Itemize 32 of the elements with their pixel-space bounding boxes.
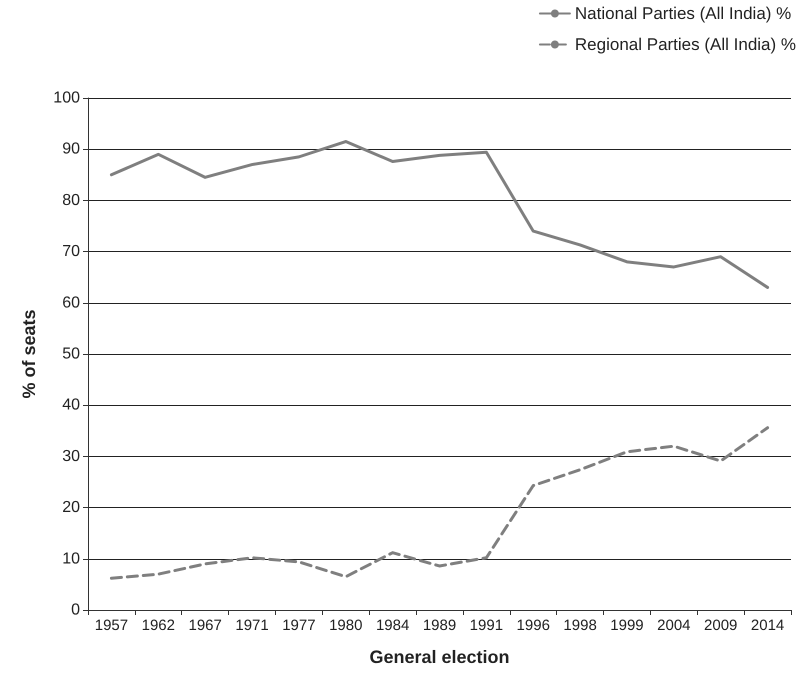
x-tick-label: 1984 [376, 617, 410, 634]
x-tick-label: 1996 [516, 617, 550, 634]
y-tick-label: 80 [62, 192, 80, 209]
x-tick-label: 1999 [610, 617, 644, 634]
y-tick-label: 40 [62, 396, 80, 414]
y-tick-label: 50 [62, 346, 80, 362]
x-tick-label: 1991 [470, 617, 504, 634]
x-tick-label: 1977 [282, 617, 316, 634]
y-tick-label: 90 [62, 140, 80, 158]
x-tick-label: 1989 [422, 617, 456, 634]
x-tick-label: 1971 [235, 617, 269, 634]
y-tick-label: 60 [62, 294, 80, 312]
x-tick-label: 1980 [329, 617, 362, 634]
y-axis-title: % of seats [19, 309, 39, 399]
y-tick-label: 10 [62, 550, 80, 568]
x-axis-title: General election [369, 647, 510, 667]
x-tick-label: 1998 [563, 617, 597, 634]
y-tick-label: 100 [53, 90, 80, 106]
y-tick-label: 70 [62, 243, 80, 260]
legend-label: National Parties (All India) % [574, 4, 792, 23]
x-tick-label: 2004 [657, 617, 691, 634]
x-tick-label: 1967 [188, 617, 222, 634]
x-tick-label: 2014 [750, 617, 784, 634]
line-series [110, 426, 770, 580]
x-tick-label: 2009 [704, 617, 738, 634]
line-series [110, 140, 770, 289]
x-tick-label: 1957 [94, 617, 128, 634]
y-tick-label: 20 [62, 499, 80, 516]
legend-label: Regional Parties (All India) % [574, 35, 796, 54]
x-tick-label: 1962 [142, 617, 175, 634]
y-tick-label: 30 [62, 448, 80, 465]
y-tick-label: 0 [71, 602, 80, 618]
